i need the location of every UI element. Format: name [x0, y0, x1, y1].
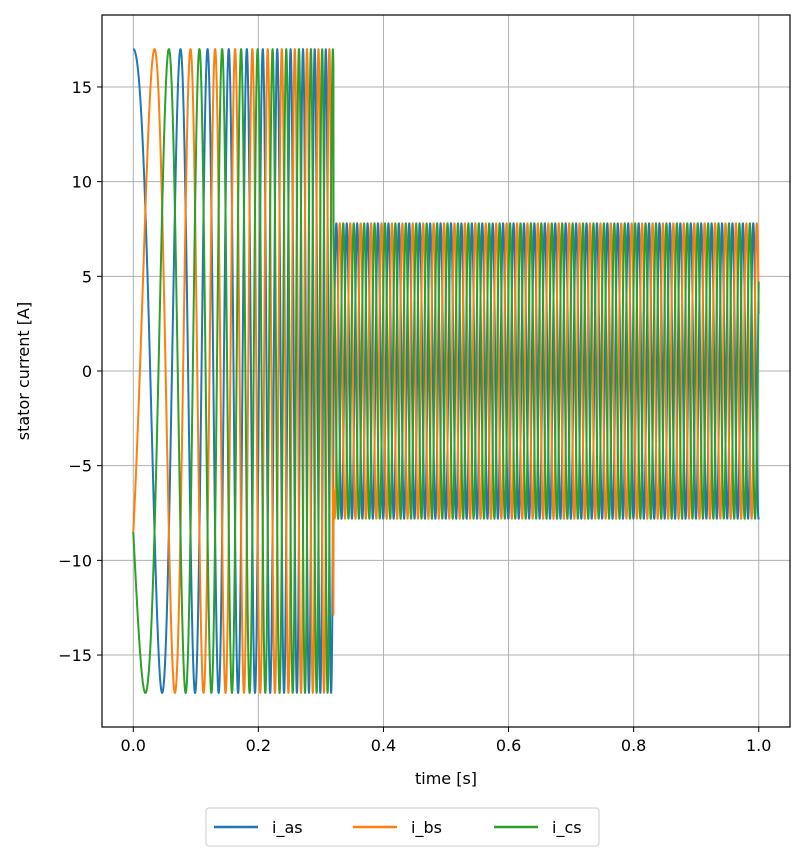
x-tick-label: 0.8 [621, 736, 646, 755]
y-tick-label: −5 [68, 457, 92, 476]
x-tick-label: 1.0 [746, 736, 771, 755]
y-axis-ticks: 15 10 5 0 −5 −10 −15 [58, 78, 102, 665]
y-tick-label: 15 [72, 78, 92, 97]
legend-box [205, 807, 600, 847]
y-tick-label: 5 [82, 267, 92, 286]
x-tick-label: 0.2 [246, 736, 271, 755]
y-axis-label: stator current [A] [14, 302, 33, 440]
y-tick-label: −10 [58, 551, 92, 570]
x-tick-label: 0.0 [121, 736, 146, 755]
series-lines [132, 48, 760, 694]
y-tick-label: 0 [82, 362, 92, 381]
x-axis-ticks: 0.0 0.2 0.4 0.6 0.8 1.0 [121, 727, 771, 755]
y-tick-label: 10 [72, 173, 92, 192]
legend-label-i-bs: i_bs [411, 818, 442, 838]
legend-label-i-as: i_as [272, 818, 303, 838]
x-tick-label: 0.6 [496, 736, 521, 755]
x-tick-label: 0.4 [371, 736, 396, 755]
y-tick-label: −15 [58, 646, 92, 665]
series-line-i-cs [132, 48, 760, 694]
x-axis-label: time [s] [415, 769, 477, 788]
series-line-i-as [132, 48, 760, 694]
legend: i_as i_bs i_cs [205, 807, 600, 847]
legend-label-i-cs: i_cs [552, 818, 582, 838]
